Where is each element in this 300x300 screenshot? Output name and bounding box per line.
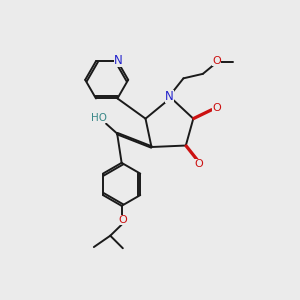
Text: N: N xyxy=(165,90,174,103)
Text: HO: HO xyxy=(91,113,107,123)
Text: O: O xyxy=(212,56,221,66)
Text: O: O xyxy=(194,159,203,169)
Text: O: O xyxy=(212,103,221,113)
Text: N: N xyxy=(114,53,122,67)
Text: O: O xyxy=(118,215,127,226)
